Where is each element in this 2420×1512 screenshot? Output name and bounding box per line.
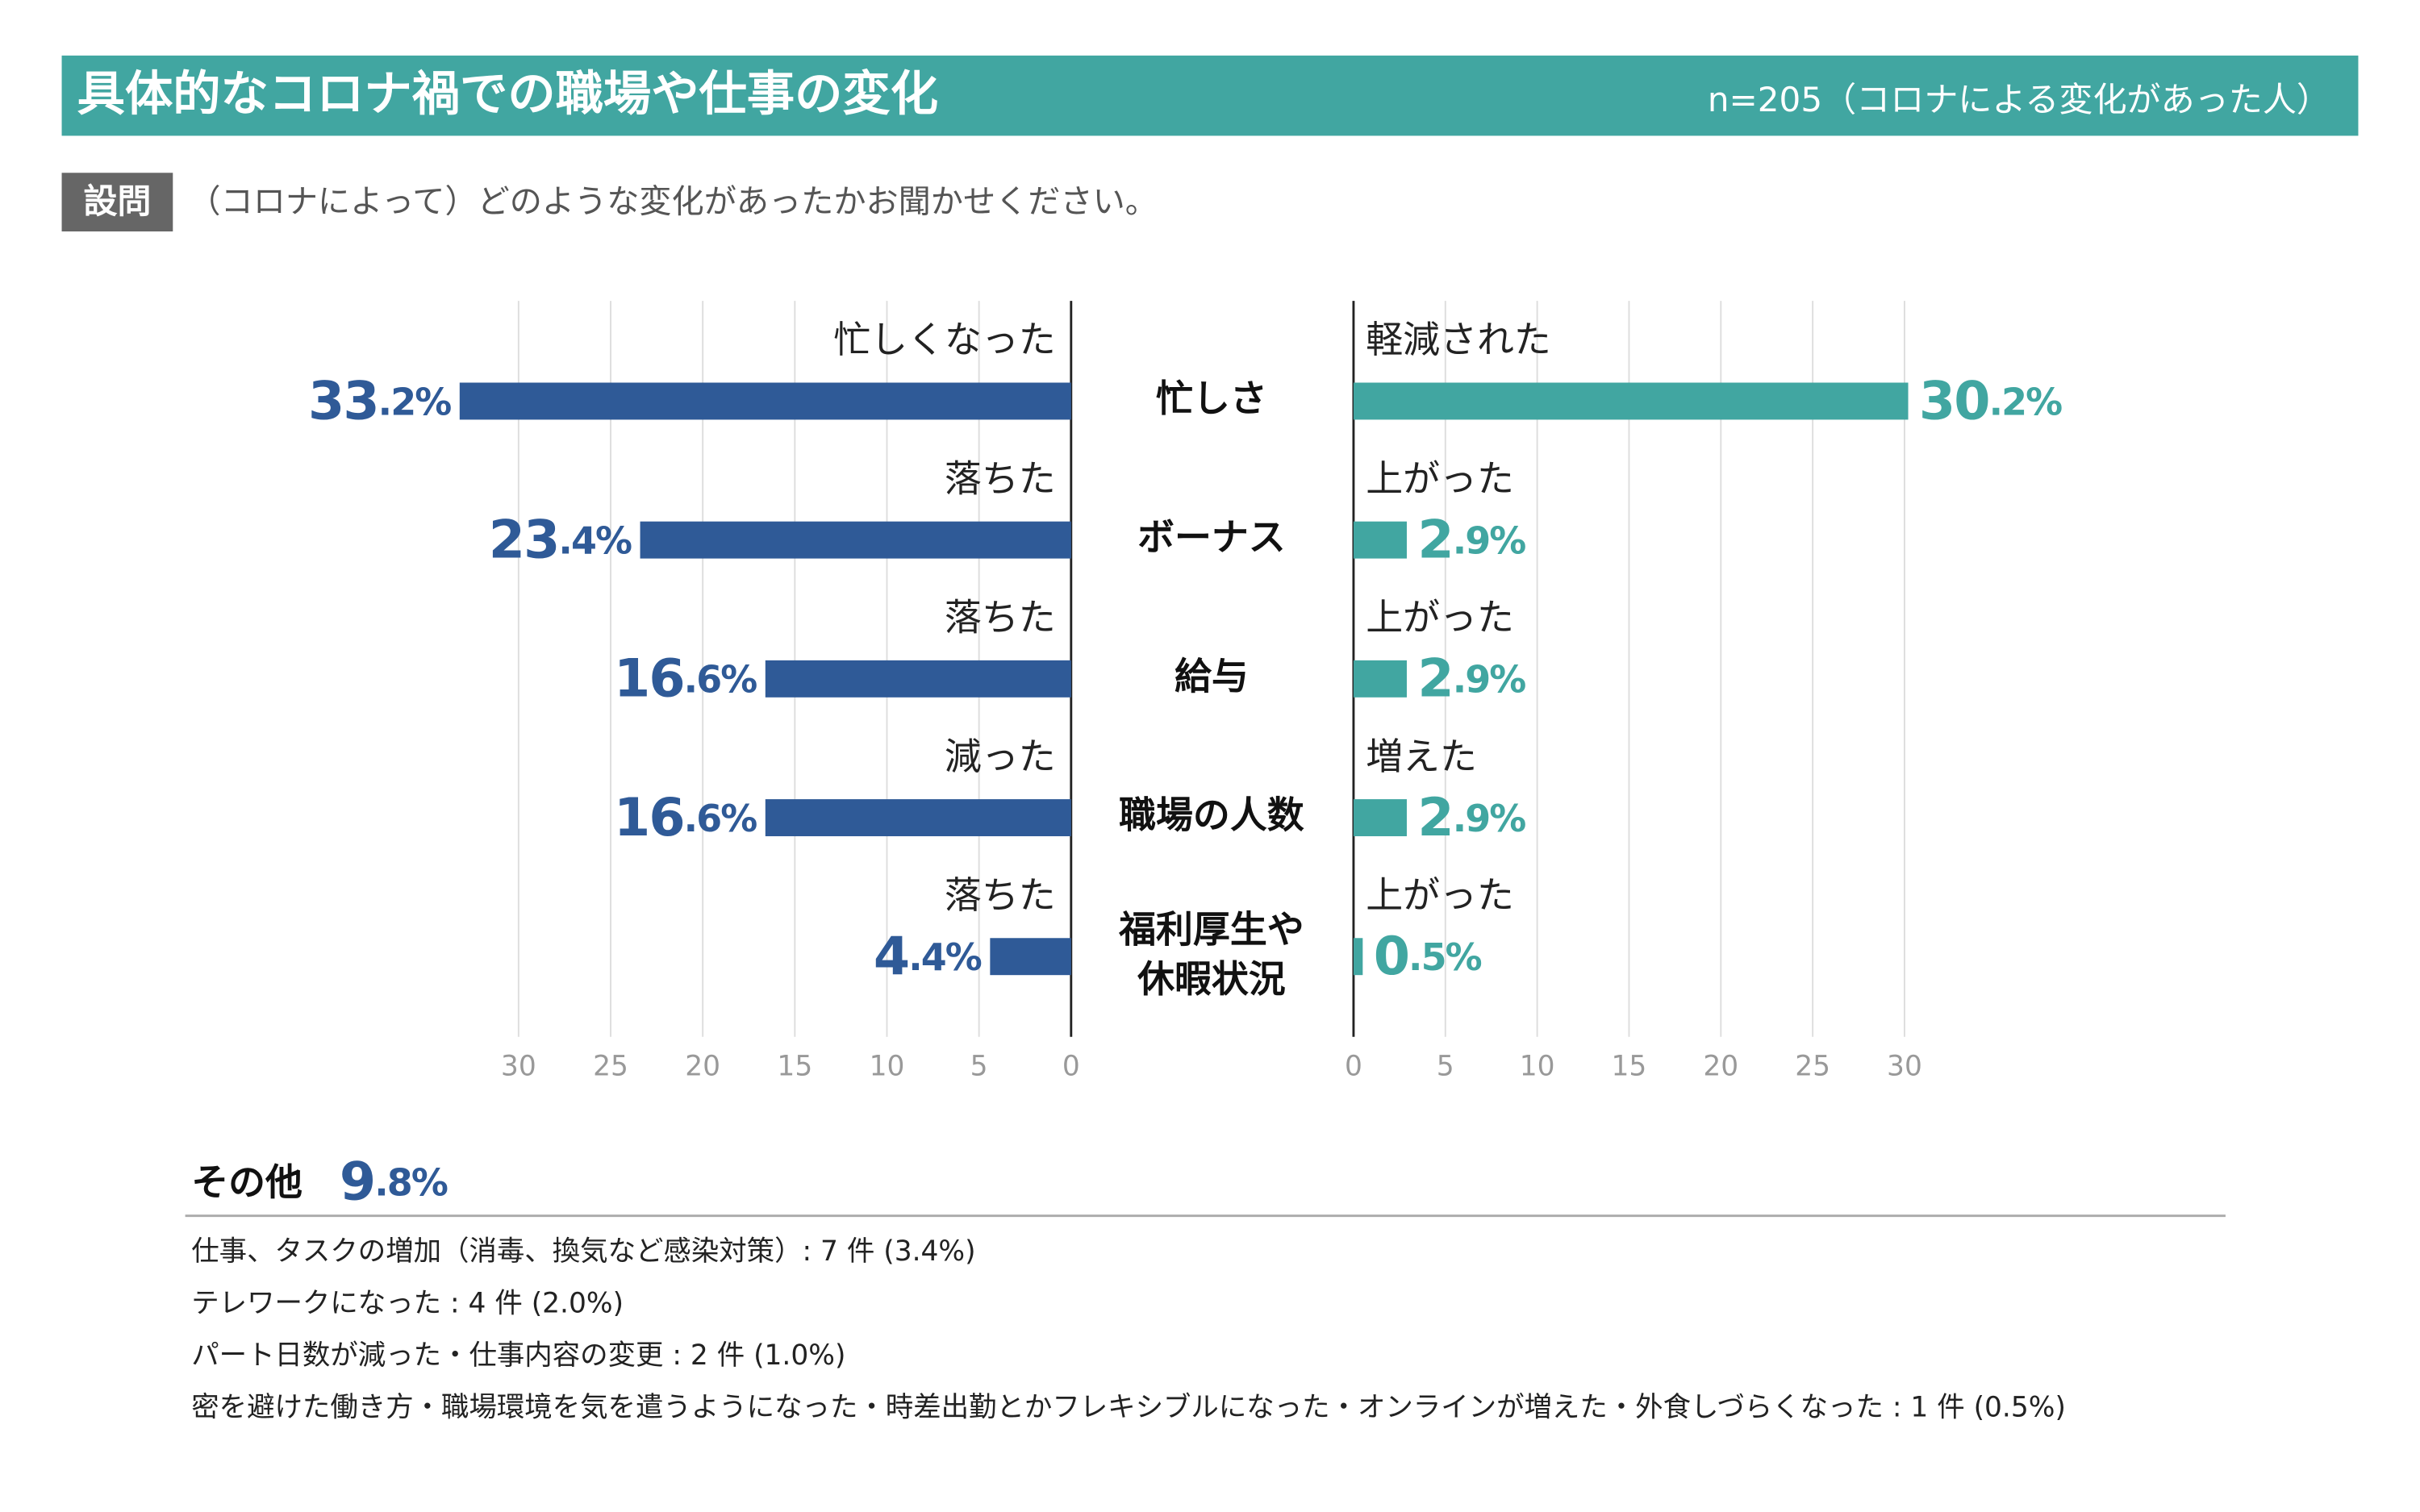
value-label-dec: .4% — [908, 935, 982, 979]
bar-caption: 落ちた — [945, 596, 1056, 639]
others-item: 仕事、タスクの増加（消毒、換気など感染対策）: 7 件 (3.4%) — [191, 1235, 975, 1268]
value-label-int: 0 — [1374, 927, 1408, 987]
bar-caption: 落ちた — [945, 456, 1056, 500]
x-tick-label: 25 — [1795, 1050, 1830, 1082]
others-item: パート日数が減った・仕事内容の変更 : 2 件 (1.0%) — [191, 1339, 845, 1372]
value-label: 2.9% — [1417, 788, 1525, 848]
bar-caption: 落ちた — [945, 873, 1056, 917]
category-label: 福利厚生や休暇状況 — [1118, 907, 1304, 1000]
value-label-dec: .6% — [684, 796, 757, 839]
value-label: 23.4% — [489, 510, 632, 571]
bar — [1353, 938, 1363, 976]
value-label: 4.4% — [874, 927, 982, 987]
bar-caption: 上がった — [1366, 596, 1514, 639]
bar-caption: 増えた — [1366, 735, 1477, 778]
x-tick-label: 30 — [1887, 1050, 1922, 1082]
question-tag: 設問 — [83, 181, 151, 221]
x-tick-label: 0 — [1062, 1050, 1080, 1082]
value-label-dec: .2% — [378, 380, 452, 423]
value-label: 16.6% — [614, 649, 757, 710]
bar-caption: 上がった — [1366, 456, 1514, 500]
bar — [765, 799, 1071, 836]
value-label-dec: .9% — [1453, 796, 1526, 839]
bar — [1353, 660, 1407, 698]
value-label-int: 30 — [1919, 371, 1989, 431]
x-tick-label: 20 — [1703, 1050, 1738, 1082]
value-label-int: 2 — [1417, 510, 1452, 571]
x-tick-label: 0 — [1345, 1050, 1362, 1082]
x-tick-label: 10 — [870, 1050, 905, 1082]
value-label-int: 4 — [874, 927, 908, 987]
value-label: 33.2% — [308, 371, 451, 431]
value-label-dec: .5% — [1408, 935, 1482, 979]
value-label-dec: .2% — [1989, 380, 2063, 423]
bar — [459, 382, 1071, 420]
bar — [640, 521, 1071, 559]
others-title: その他 — [191, 1160, 302, 1204]
value-label-dec: .4% — [558, 519, 632, 562]
others-item: 密を避けた働き方・職場環境を気を遣うようになった・時差出勤とかフレキシブルになっ… — [191, 1392, 2066, 1424]
x-tick-label: 10 — [1520, 1050, 1555, 1082]
value-label-int: 2 — [1417, 649, 1452, 710]
header-bar — [61, 55, 2359, 136]
bar — [1353, 521, 1407, 559]
category-label: 給与 — [1175, 654, 1249, 698]
x-tick-label: 15 — [777, 1050, 812, 1082]
category-line: 福利厚生や — [1118, 907, 1304, 951]
value-label-dec: .6% — [684, 657, 757, 701]
x-tick-label: 25 — [593, 1050, 628, 1082]
sample-size: n=205（コロナによる変化があった人） — [1708, 80, 2330, 119]
question-text: （コロナによって）どのような変化があったかお聞かせください。 — [188, 184, 1157, 221]
value-label: 2.9% — [1417, 649, 1525, 710]
value-label: 2.9% — [1417, 510, 1525, 571]
value-label-int: 23 — [489, 510, 559, 571]
others-item: テレワークになった : 4 件 (2.0%) — [191, 1288, 624, 1320]
x-tick-label: 15 — [1612, 1050, 1647, 1082]
bar-caption: 減った — [945, 735, 1056, 778]
category-label: 忙しさ — [1156, 377, 1267, 420]
value-label-dec: .8% — [374, 1160, 448, 1204]
bar — [765, 660, 1071, 698]
value-label-int: 33 — [308, 371, 378, 431]
bar — [990, 938, 1071, 976]
value-label: 9.8% — [340, 1152, 448, 1212]
value-label-int: 16 — [614, 649, 684, 710]
value-label-dec: .9% — [1453, 519, 1526, 562]
bar-caption: 軽減された — [1366, 318, 1551, 361]
value-label: 0.5% — [1374, 927, 1482, 987]
bar — [1353, 799, 1407, 836]
x-tick-label: 5 — [970, 1050, 988, 1082]
value-label-int: 2 — [1417, 788, 1452, 848]
bar — [1353, 382, 1909, 420]
bar-caption: 忙しくなった — [833, 318, 1055, 361]
value-label: 30.2% — [1919, 371, 2062, 431]
x-tick-label: 30 — [501, 1050, 536, 1082]
question-tag-box — [61, 173, 173, 231]
category-line: 休暇状況 — [1137, 956, 1286, 1000]
title: 具体的なコロナ禍での職場や仕事の変化 — [77, 66, 938, 122]
value-label: 16.6% — [614, 788, 757, 848]
x-tick-label: 20 — [685, 1050, 720, 1082]
value-label-dec: .9% — [1453, 657, 1526, 701]
value-label-int: 9 — [340, 1152, 374, 1212]
category-label: ボーナス — [1137, 515, 1286, 559]
category-label: 職場の人数 — [1119, 793, 1304, 837]
bar-caption: 上がった — [1366, 873, 1514, 917]
x-tick-label: 5 — [1437, 1050, 1454, 1082]
value-label-int: 16 — [614, 788, 684, 848]
